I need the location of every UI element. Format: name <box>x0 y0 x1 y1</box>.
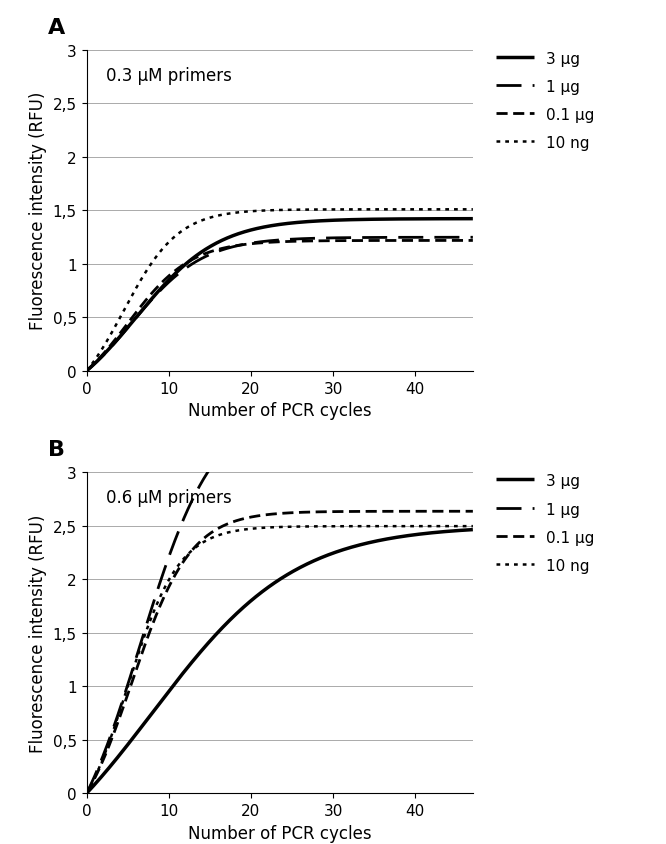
Text: 0.3 μM primers: 0.3 μM primers <box>106 67 232 84</box>
Y-axis label: Fluorescence intensity (RFU): Fluorescence intensity (RFU) <box>29 514 47 752</box>
Legend: 3 μg, 1 μg, 0.1 μg, 10 ng: 3 μg, 1 μg, 0.1 μg, 10 ng <box>496 51 595 151</box>
Y-axis label: Fluorescence intensity (RFU): Fluorescence intensity (RFU) <box>29 92 47 330</box>
Legend: 3 μg, 1 μg, 0.1 μg, 10 ng: 3 μg, 1 μg, 0.1 μg, 10 ng <box>496 473 595 573</box>
Text: A: A <box>48 18 65 38</box>
X-axis label: Number of PCR cycles: Number of PCR cycles <box>188 824 372 841</box>
Text: 0.6 μM primers: 0.6 μM primers <box>106 489 232 506</box>
Text: B: B <box>48 440 65 460</box>
X-axis label: Number of PCR cycles: Number of PCR cycles <box>188 402 372 419</box>
